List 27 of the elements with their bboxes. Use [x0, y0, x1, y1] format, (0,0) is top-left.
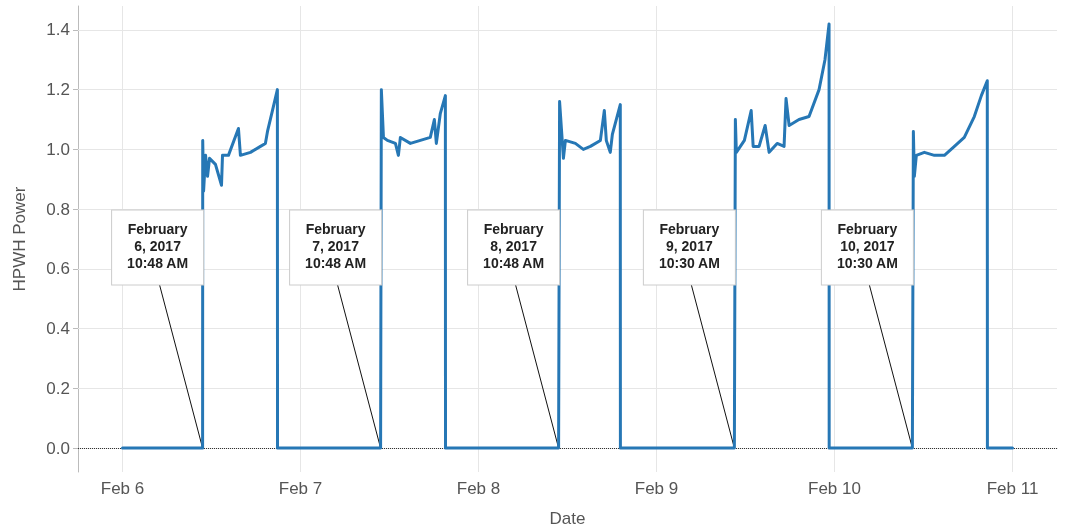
- callout-box: February 7, 2017 10:48 AM: [289, 209, 383, 286]
- annotation: February 9, 2017 10:30 AM: [658, 221, 720, 271]
- x-tick-label: Feb 8: [456, 479, 501, 498]
- annotation: February 6, 2017 10:48 AM: [127, 221, 189, 271]
- x-axis-title: Date: [549, 509, 586, 528]
- x-tick-label: Feb 10: [808, 479, 861, 498]
- x-tick-label: Feb 9: [634, 479, 679, 498]
- annotation: February 8, 2017 10:48 AM: [483, 221, 545, 271]
- callout-box: February 10, 2017 10:30 AM: [820, 209, 914, 286]
- annotation: February 7, 2017 10:48 AM: [305, 221, 367, 271]
- y-tick-label: 1.0: [46, 139, 70, 159]
- y-tick-label: 0.2: [46, 378, 70, 398]
- y-axis-title: HPWH Power: [10, 186, 29, 292]
- y-tick-label: 1.2: [46, 80, 70, 100]
- callout-box: February 8, 2017 10:48 AM: [467, 209, 561, 286]
- y-tick-label: 0.0: [46, 438, 70, 458]
- y-tick-label: 0.4: [46, 319, 70, 339]
- x-tick-label: Feb 7: [278, 479, 323, 498]
- y-tick-label: 1.4: [46, 20, 70, 40]
- y-tick-label: 0.6: [46, 259, 70, 279]
- annotation: February 10, 2017 10:30 AM: [836, 221, 898, 271]
- x-tick-label: Feb 6: [100, 479, 145, 498]
- x-tick-label: Feb 11: [986, 479, 1039, 498]
- callout-box: February 9, 2017 10:30 AM: [642, 209, 736, 286]
- y-tick-label: 0.8: [46, 199, 70, 219]
- line-series: [121, 22, 1014, 450]
- callout-box: February 6, 2017 10:48 AM: [111, 209, 205, 286]
